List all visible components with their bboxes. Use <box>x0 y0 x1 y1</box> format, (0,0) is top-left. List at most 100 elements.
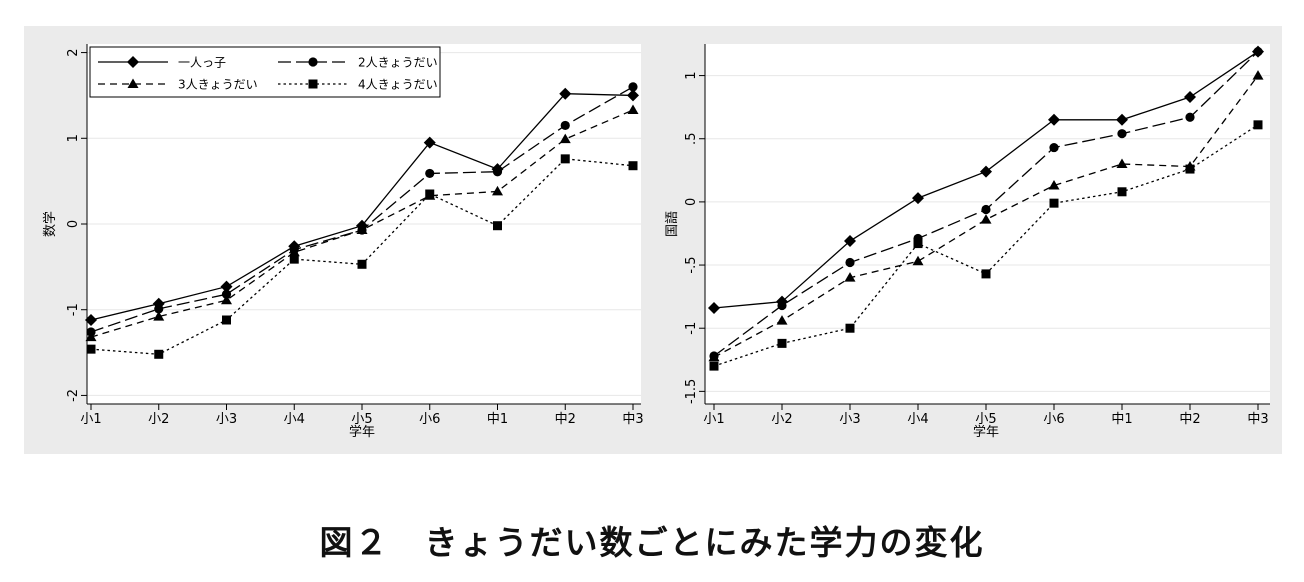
x-tick-label: 小5 <box>351 412 372 427</box>
x-tick-label: 小4 <box>907 412 928 427</box>
data-point <box>1048 113 1060 126</box>
data-point <box>1185 112 1195 122</box>
x-tick-label: 小1 <box>80 412 101 427</box>
data-point <box>86 344 96 354</box>
data-point <box>913 239 923 249</box>
legend-marker <box>308 79 318 89</box>
x-tick-label: 小6 <box>419 412 440 427</box>
data-point <box>980 165 992 178</box>
data-point <box>1117 129 1127 139</box>
data-point <box>357 259 367 269</box>
data-point <box>845 257 855 268</box>
x-tick-label: 小2 <box>148 412 169 427</box>
y-axis-title: 数学 <box>42 211 58 237</box>
x-tick-label: 小6 <box>1043 412 1064 427</box>
legend-label: 一人っ子 <box>178 56 226 70</box>
legend-label: 2人きょうだい <box>358 56 438 70</box>
x-tick-label: 小4 <box>284 412 305 427</box>
x-tick-label: 中1 <box>487 412 508 427</box>
data-point <box>153 311 165 321</box>
data-point <box>628 161 638 171</box>
data-point <box>221 289 232 299</box>
data-point <box>1116 113 1128 126</box>
data-point <box>1116 158 1128 168</box>
data-point <box>627 104 639 114</box>
data-point <box>628 82 638 92</box>
data-point <box>425 168 435 179</box>
data-point <box>1117 187 1127 197</box>
data-point <box>222 315 231 325</box>
y-tick-label: 1 <box>66 134 81 142</box>
plot-area <box>705 44 1270 404</box>
legend-marker <box>127 78 139 88</box>
legend-marker <box>308 57 318 67</box>
data-point <box>220 280 233 293</box>
data-point <box>559 133 571 144</box>
data-point <box>627 89 639 102</box>
data-point <box>492 167 503 177</box>
data-point <box>912 255 924 266</box>
data-point <box>425 189 435 199</box>
data-point <box>981 269 991 279</box>
math-chart: -2 -1 0 1 2 小1 小2 小3 小4 小5 小6 中1 中2 中3 学年 数学 一人っ子 2人きょうだい… <box>42 44 644 440</box>
y-tick-label: 0 <box>66 220 81 228</box>
data-point <box>492 185 503 196</box>
data-point <box>709 361 719 371</box>
data-point <box>981 204 991 215</box>
x-tick-label: 小3 <box>839 412 860 427</box>
y-tick-label: 1 <box>684 71 699 79</box>
data-point <box>1252 70 1264 80</box>
x-axis-title: 学年 <box>349 424 375 440</box>
series-line <box>713 124 1259 367</box>
data-point <box>1049 142 1059 153</box>
y-tick-label: .5 <box>684 133 699 145</box>
x-tick-label: 中3 <box>622 412 643 427</box>
y-tick-label: -1 <box>66 303 81 316</box>
japanese-chart: -1.5 -1 -.5 0 .5 1 小1 小2 小3 小4 小5 小6 中1 中2 中3 学年 国語 <box>664 44 1270 440</box>
data-point <box>980 214 992 224</box>
data-point <box>776 315 788 325</box>
y-tick-label: -1 <box>684 322 699 335</box>
data-point <box>288 246 300 257</box>
legend-box <box>89 46 441 98</box>
figure-caption: 図２ きょうだい数ごとにみた学力の変化 <box>319 523 985 562</box>
data-point <box>777 300 787 311</box>
y-tick-label: 0 <box>684 198 699 206</box>
data-point <box>221 294 232 305</box>
y-axis-title: 国語 <box>664 211 680 237</box>
data-point <box>708 351 720 362</box>
data-point <box>1049 198 1059 208</box>
data-point <box>1048 179 1060 190</box>
data-point <box>708 302 720 314</box>
x-tick-label: 小1 <box>703 412 724 427</box>
data-point <box>560 154 570 164</box>
data-point <box>1253 120 1263 130</box>
data-point <box>844 272 856 282</box>
legend-label: 3人きょうだい <box>178 78 258 92</box>
data-point <box>777 338 787 348</box>
data-point <box>844 235 856 248</box>
data-point <box>289 254 299 264</box>
data-point <box>154 304 164 314</box>
x-tick-label: 中2 <box>1179 412 1200 427</box>
data-point <box>154 349 164 359</box>
x-tick-label: 中1 <box>1111 412 1132 427</box>
data-point <box>1253 46 1263 57</box>
y-tick-label: 2 <box>66 48 81 56</box>
data-point <box>559 87 572 100</box>
x-tick-label: 小5 <box>975 412 996 427</box>
data-point <box>912 192 924 205</box>
data-point <box>423 136 436 149</box>
legend-marker <box>127 56 139 68</box>
x-tick-label: 中3 <box>1247 412 1268 427</box>
data-point <box>1185 164 1195 174</box>
x-tick-label: 小2 <box>771 412 792 427</box>
x-tick-label: 小3 <box>216 412 237 427</box>
y-tick-label: -2 <box>66 389 81 402</box>
data-point <box>85 314 97 326</box>
y-tick-label: -.5 <box>684 256 699 273</box>
x-tick-label: 中2 <box>555 412 576 427</box>
x-axis-title: 学年 <box>973 424 999 440</box>
data-point <box>845 323 855 333</box>
